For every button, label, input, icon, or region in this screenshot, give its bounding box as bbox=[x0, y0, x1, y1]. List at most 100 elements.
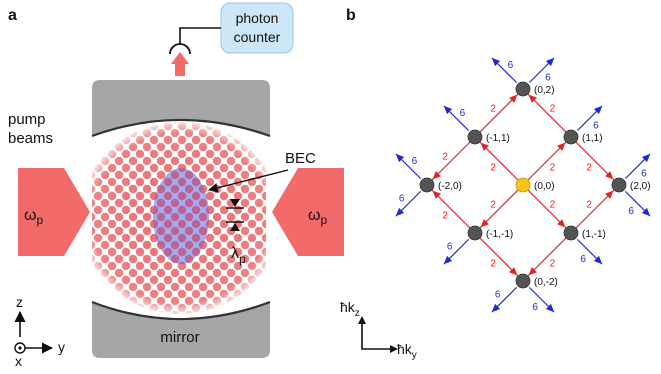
momentum-node-label: (2,0) bbox=[630, 181, 651, 192]
red-edge-label: 2 bbox=[550, 259, 556, 270]
red-edge-label: 2 bbox=[490, 163, 496, 174]
blue-arrowhead bbox=[545, 303, 555, 313]
momentum-node-label: (-1,1) bbox=[486, 133, 510, 144]
top-mirror bbox=[92, 80, 270, 136]
red-arrowhead bbox=[432, 171, 441, 180]
momentum-node-label: (0,-2) bbox=[534, 277, 558, 288]
blue-edge-label: 6 bbox=[447, 241, 453, 252]
top-mirror-surface bbox=[91, 118, 271, 138]
red-arrowhead bbox=[509, 94, 518, 103]
momentum-axis-kz-label: ħkz bbox=[340, 299, 360, 319]
red-edge-label: 2 bbox=[490, 103, 496, 114]
blue-edge-label: 6 bbox=[412, 156, 418, 167]
photon-counter-line1: photon bbox=[236, 10, 279, 26]
red-edge-label: 2 bbox=[586, 163, 592, 174]
blue-arrowhead bbox=[593, 105, 603, 115]
lambda-arrow-bottom bbox=[230, 223, 240, 231]
blue-arrowhead bbox=[593, 255, 603, 265]
red-edge-label: 2 bbox=[550, 163, 556, 174]
red-arrowhead bbox=[480, 219, 489, 228]
origin-momentum-node bbox=[515, 177, 531, 193]
blue-edge-label: 6 bbox=[532, 302, 538, 313]
blue-edge-label: 6 bbox=[460, 108, 466, 119]
momentum-axis-kz-arrowhead bbox=[358, 316, 366, 324]
axis-z-label: z bbox=[16, 294, 23, 310]
panel-b-label: b bbox=[346, 7, 356, 24]
momentum-node bbox=[515, 273, 531, 289]
blue-arrowhead bbox=[395, 207, 405, 217]
red-edge-label: 2 bbox=[490, 199, 496, 210]
blue-edge-label: 6 bbox=[545, 73, 551, 84]
axis-y-label: y bbox=[58, 339, 65, 355]
lambda-label: λp bbox=[231, 245, 246, 266]
pump-beam-right bbox=[272, 168, 344, 256]
red-edge-label: 2 bbox=[490, 259, 496, 270]
red-arrowhead bbox=[557, 142, 566, 151]
red-arrowhead bbox=[528, 94, 537, 103]
momentum-node bbox=[515, 81, 531, 97]
blue-edge-label: 6 bbox=[628, 206, 634, 217]
blue-edge-label: 6 bbox=[593, 121, 599, 132]
momentum-axis-ky-arrowhead bbox=[390, 345, 398, 353]
lambda-arrow-top bbox=[230, 199, 240, 207]
bec-pointer bbox=[208, 169, 289, 193]
blue-arrowhead bbox=[443, 255, 453, 265]
pump-beam-left bbox=[18, 168, 90, 256]
red-arrowhead bbox=[432, 190, 441, 199]
detector-wire bbox=[179, 27, 221, 44]
momentum-node-label: (1,1) bbox=[582, 133, 603, 144]
blue-arrowhead bbox=[491, 57, 501, 67]
momentum-lattice: 2 2 2 2 2 2 2 2 2 2 2 2 6 6 6 6 6 6 6 6 6 6 6 6 (0,0) (1,1) (-1,1)… bbox=[395, 57, 651, 313]
blue-arrowhead bbox=[395, 153, 405, 163]
omega-right: ωp bbox=[308, 207, 328, 227]
blue-edge-label: 6 bbox=[495, 289, 501, 300]
omega-left: ωp bbox=[24, 207, 44, 227]
momentum-node-label: (0,2) bbox=[534, 85, 555, 96]
red-edge-label: 2 bbox=[442, 151, 448, 162]
bec-lattice bbox=[153, 168, 209, 264]
momentum-node-label: (1,-1) bbox=[582, 229, 606, 240]
momentum-node-label: (-2,0) bbox=[438, 181, 462, 192]
red-arrowhead bbox=[509, 267, 518, 276]
momentum-node bbox=[563, 225, 579, 241]
red-edge-label: 2 bbox=[550, 199, 556, 210]
pump-label-line2: beams bbox=[8, 130, 53, 147]
momentum-node-label: (-1,-1) bbox=[486, 229, 513, 240]
blue-arrowhead bbox=[443, 105, 453, 115]
momentum-node bbox=[563, 129, 579, 145]
mirror-label: mirror bbox=[160, 329, 199, 346]
bec-label: BEC bbox=[285, 150, 316, 167]
panel-a-label: a bbox=[8, 7, 17, 24]
red-arrowhead bbox=[480, 142, 489, 151]
blue-edge-label: 6 bbox=[641, 169, 647, 180]
momentum-node bbox=[419, 177, 435, 193]
blue-edge-label: 6 bbox=[399, 193, 405, 204]
blue-edge-label: 6 bbox=[508, 60, 514, 71]
bottom-mirror-surface bbox=[91, 300, 271, 321]
photon-counter-line2: counter bbox=[234, 29, 281, 45]
momentum-axis-ky-label: ħky bbox=[397, 341, 417, 361]
momentum-node bbox=[611, 177, 627, 193]
red-arrowhead bbox=[528, 267, 537, 276]
axis-x-label: x bbox=[15, 353, 22, 369]
momentum-node-label: (0,0) bbox=[534, 181, 555, 192]
bottom-mirror bbox=[92, 302, 270, 358]
blue-arrowhead bbox=[545, 57, 555, 67]
momentum-node bbox=[467, 225, 483, 241]
red-edge-label: 2 bbox=[442, 211, 448, 222]
blue-arrowhead bbox=[641, 207, 651, 217]
blue-arrowhead bbox=[641, 153, 651, 163]
red-arrowhead bbox=[605, 171, 614, 180]
output-photon-arrow bbox=[171, 52, 189, 76]
axis-x-dot bbox=[18, 346, 22, 350]
momentum-node bbox=[467, 129, 483, 145]
pump-label-line1: pump bbox=[8, 111, 46, 128]
blue-arrowhead bbox=[491, 303, 501, 313]
red-arrowhead bbox=[605, 190, 614, 199]
red-edge-label: 2 bbox=[550, 103, 556, 114]
blue-edge-label: 6 bbox=[580, 254, 586, 265]
momentum-axes bbox=[361, 322, 392, 350]
red-edge-label: 2 bbox=[586, 199, 592, 210]
